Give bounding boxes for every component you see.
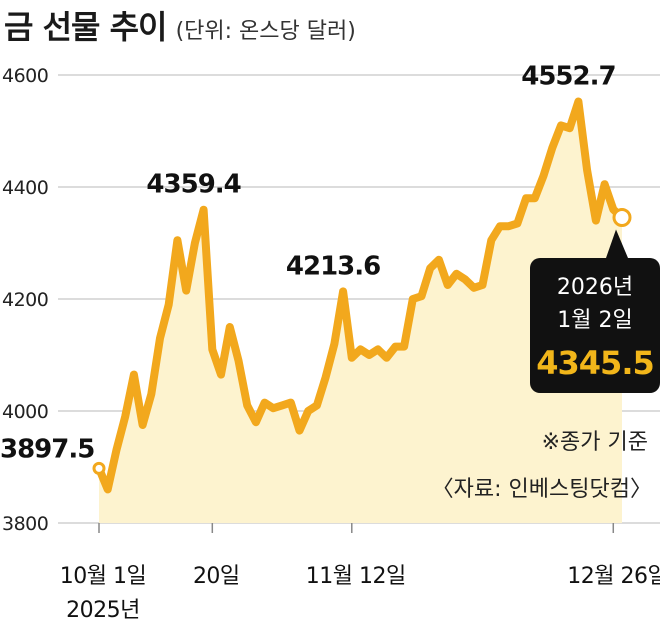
- callout-pointer: [606, 229, 628, 258]
- callout-value: 4345.5: [536, 344, 653, 382]
- x-tick-label-3-0: 12월 26일: [567, 564, 660, 589]
- callout-date-day: 1월 2일: [557, 308, 632, 333]
- annotation-label-0: 4359.4: [146, 170, 240, 200]
- last-point-marker: [612, 208, 632, 228]
- x-tick-label-0-1: 2025년: [66, 598, 140, 621]
- x-tick-label-1-0: 20일: [193, 564, 240, 589]
- annotation-label-3: 3897.5: [0, 434, 94, 464]
- callout-box: [530, 258, 660, 393]
- annotation-label-1: 4213.6: [286, 251, 380, 281]
- x-tick-label-0-0: 10월 1일: [60, 564, 146, 589]
- y-tick-label-3800: 3800: [2, 513, 48, 535]
- x-tick-label-2-0: 11월 12일: [306, 564, 406, 589]
- annotation-label-2: 4552.7: [521, 61, 615, 91]
- y-tick-label-4400: 4400: [2, 177, 48, 199]
- source-note: 〈자료: 인베스팅닷컴〉: [432, 477, 652, 502]
- title-row: 금 선물 추이 (단위: 온스당 달러): [4, 2, 356, 48]
- callout-date-year: 2026년: [557, 275, 633, 300]
- chart-title: 금 선물 추이: [4, 8, 167, 46]
- series-line: [95, 97, 626, 494]
- y-tick-label-4200: 4200: [2, 289, 48, 311]
- series-area: [99, 101, 622, 523]
- y-tick-label-4600: 4600: [2, 65, 48, 87]
- basis-note: ※종가 기준: [542, 430, 648, 455]
- y-tick-label-4000: 4000: [2, 401, 48, 423]
- start-point-marker: [92, 461, 106, 475]
- chart-unit: (단위: 온스당 달러): [175, 19, 356, 44]
